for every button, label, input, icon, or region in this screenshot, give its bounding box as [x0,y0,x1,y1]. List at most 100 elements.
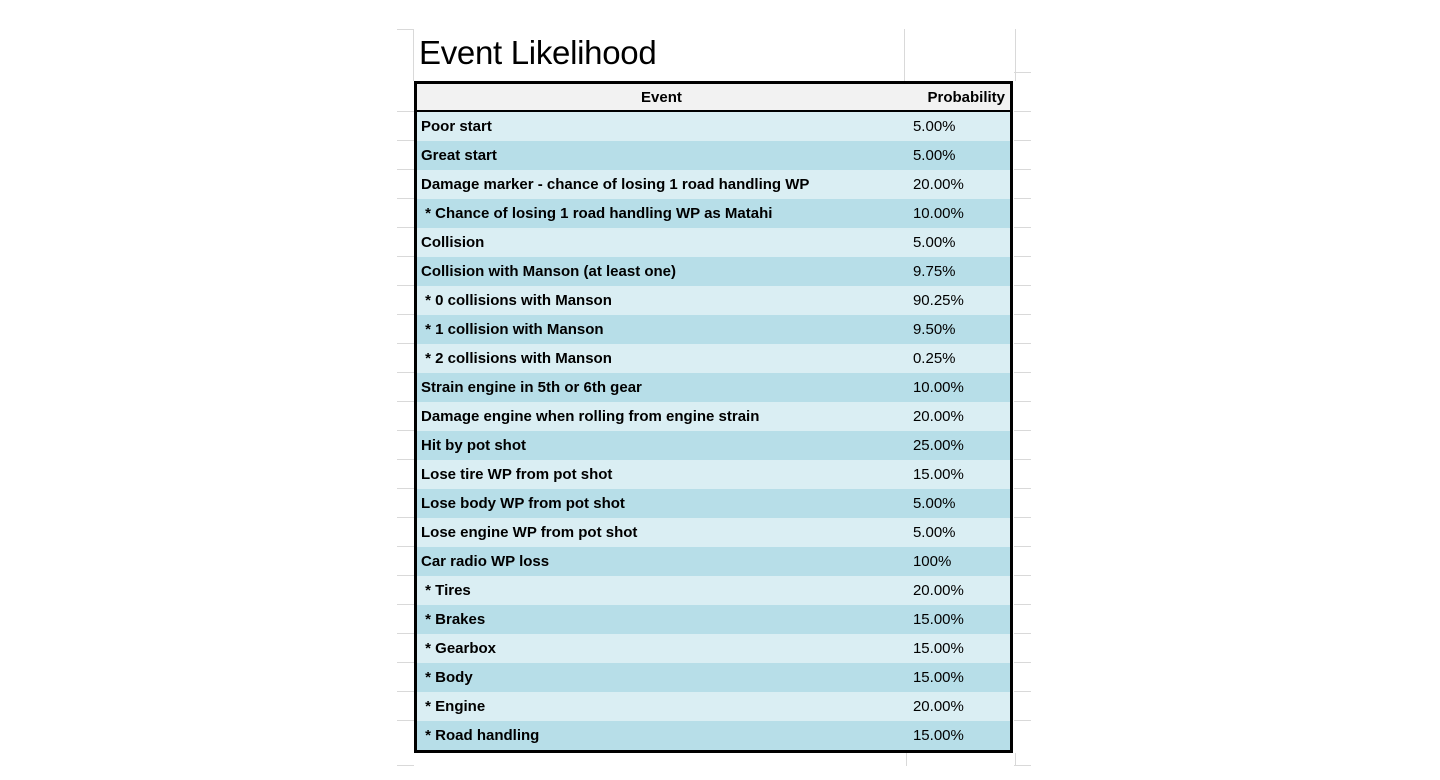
gridline [397,459,414,460]
event-cell[interactable]: * Brakes [415,605,906,634]
event-cell[interactable]: Collision with Manson (at least one) [415,257,906,286]
column-header-event[interactable]: Event [415,82,906,112]
probability-cell[interactable]: 20.00% [905,402,1012,431]
event-cell[interactable]: * 2 collisions with Manson [415,344,906,373]
gridline [397,285,414,286]
gridline [1014,372,1031,373]
probability-cell[interactable]: 10.00% [905,373,1012,402]
table-row: Collision 5.00% [415,228,1012,257]
event-cell[interactable]: Poor start [415,111,906,141]
gridline [397,198,414,199]
gridline [397,140,414,141]
gridline [397,401,414,402]
page-title[interactable]: Event Likelihood [419,34,657,71]
table-row: Collision with Manson (at least one) 9.75… [415,257,1012,286]
probability-cell[interactable]: 5.00% [905,111,1012,141]
gridline [397,314,414,315]
probability-cell[interactable]: 100% [905,547,1012,576]
event-cell[interactable]: Lose engine WP from pot shot [415,518,906,547]
table-row: Poor start 5.00% [415,111,1012,141]
gridline [397,517,414,518]
event-cell[interactable]: Lose tire WP from pot shot [415,460,906,489]
gridline [397,720,414,721]
event-cell[interactable]: * Body [415,663,906,692]
event-cell[interactable]: * Road handling [415,721,906,752]
gridline [1014,546,1031,547]
probability-cell[interactable]: 9.75% [905,257,1012,286]
gridline [397,604,414,605]
probability-cell[interactable]: 20.00% [905,576,1012,605]
gridline [1014,72,1031,73]
table-row: * 2 collisions with Manson 0.25% [415,344,1012,373]
gridline [1014,633,1031,634]
gridline [397,343,414,344]
gridline [1014,517,1031,518]
probability-cell[interactable]: 20.00% [905,170,1012,199]
table-row: * Road handling 15.00% [415,721,1012,752]
gridline [397,430,414,431]
probability-cell[interactable]: 15.00% [905,634,1012,663]
event-cell[interactable]: Hit by pot shot [415,431,906,460]
event-cell[interactable]: * Engine [415,692,906,721]
gridline [397,575,414,576]
gridline [1014,401,1031,402]
probability-cell[interactable]: 5.00% [905,141,1012,170]
gridline [397,546,414,547]
event-cell[interactable]: * 0 collisions with Manson [415,286,906,315]
event-cell[interactable]: Collision [415,228,906,257]
event-cell[interactable]: Strain engine in 5th or 6th gear [415,373,906,402]
table-row: Lose tire WP from pot shot 15.00% [415,460,1012,489]
gridline [1014,459,1031,460]
gridline [1014,662,1031,663]
gridline [1014,285,1031,286]
gridline [1014,256,1031,257]
probability-cell[interactable]: 25.00% [905,431,1012,460]
probability-cell[interactable]: 15.00% [905,460,1012,489]
column-header-probability[interactable]: Probability [905,82,1012,112]
gridline [397,765,414,766]
probability-cell[interactable]: 5.00% [905,518,1012,547]
table-row: Car radio WP loss 100% [415,547,1012,576]
table-row: * Chance of losing 1 road handling WP as… [415,199,1012,228]
event-cell[interactable]: Lose body WP from pot shot [415,489,906,518]
gridline [397,372,414,373]
gridline [397,662,414,663]
event-cell[interactable]: * 1 collision with Manson [415,315,906,344]
gridline [1014,227,1031,228]
gridline [397,488,414,489]
event-cell[interactable]: Damage engine when rolling from engine s… [415,402,906,431]
event-cell[interactable]: * Tires [415,576,906,605]
probability-cell[interactable]: 15.00% [905,605,1012,634]
event-cell[interactable]: Damage marker - chance of losing 1 road … [415,170,906,199]
gridline [397,111,414,112]
probability-cell[interactable]: 15.00% [905,663,1012,692]
event-cell[interactable]: Great start [415,141,906,170]
table-row: * 0 collisions with Manson 90.25% [415,286,1012,315]
event-cell[interactable]: * Chance of losing 1 road handling WP as… [415,199,906,228]
gridline [1014,343,1031,344]
gridline [1014,140,1031,141]
gridline [904,29,905,81]
gridline [906,753,907,766]
table-row: Strain engine in 5th or 6th gear 10.00% [415,373,1012,402]
probability-cell[interactable]: 9.50% [905,315,1012,344]
gridline [1014,604,1031,605]
probability-cell[interactable]: 0.25% [905,344,1012,373]
table-row: * Engine 20.00% [415,692,1012,721]
probability-cell[interactable]: 5.00% [905,228,1012,257]
event-cell[interactable]: * Gearbox [415,634,906,663]
gridline [1014,314,1031,315]
probability-cell[interactable]: 90.25% [905,286,1012,315]
table-row: * Brakes 15.00% [415,605,1012,634]
table-row: Lose body WP from pot shot 5.00% [415,489,1012,518]
table-row: * Tires 20.00% [415,576,1012,605]
gridline [1014,169,1031,170]
probability-cell[interactable]: 20.00% [905,692,1012,721]
gridline [397,227,414,228]
gridline [1015,753,1016,766]
probability-cell[interactable]: 5.00% [905,489,1012,518]
probability-cell[interactable]: 10.00% [905,199,1012,228]
event-cell[interactable]: Car radio WP loss [415,547,906,576]
probability-cell[interactable]: 15.00% [905,721,1012,752]
